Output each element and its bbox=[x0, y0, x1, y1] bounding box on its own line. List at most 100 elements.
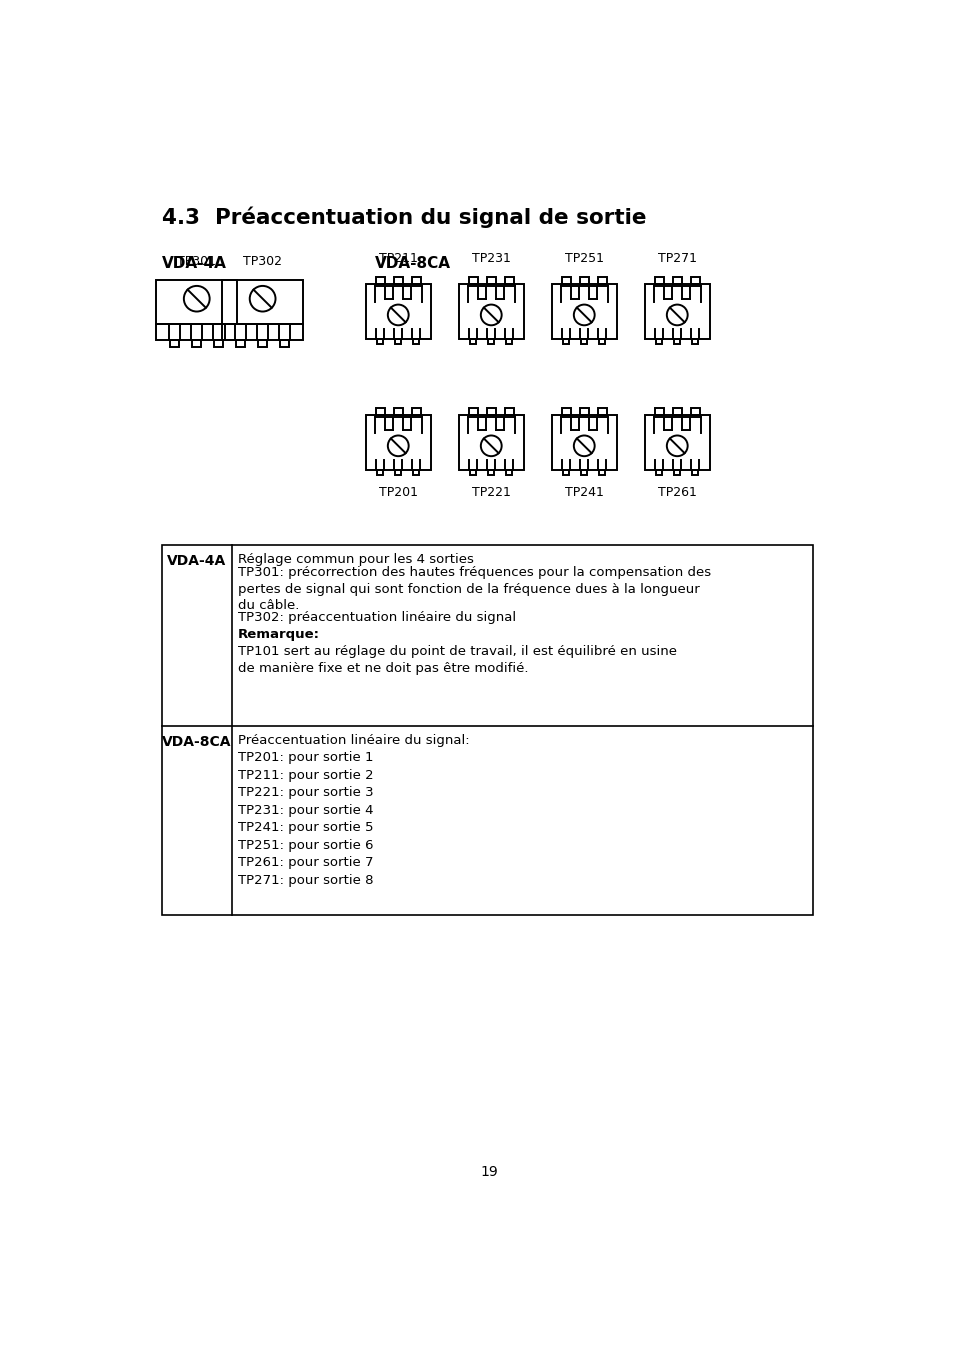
Bar bbox=[579, 277, 588, 284]
Bar bbox=[156, 280, 236, 324]
Text: TP301: précorrection des hautes fréquences pour la compensation des
pertes de si: TP301: précorrection des hautes fréquenc… bbox=[237, 566, 710, 612]
Text: TP201: TP201 bbox=[378, 485, 417, 499]
Text: TP302: préaccentuation linéaire du signal: TP302: préaccentuation linéaire du signa… bbox=[237, 611, 516, 625]
Bar bbox=[562, 460, 570, 472]
Bar bbox=[579, 408, 588, 415]
Bar bbox=[487, 460, 495, 472]
Bar bbox=[162, 545, 812, 914]
Bar bbox=[644, 284, 709, 339]
Bar bbox=[376, 329, 384, 341]
Bar bbox=[395, 470, 401, 475]
Bar bbox=[691, 329, 699, 341]
Bar bbox=[375, 277, 384, 284]
Bar bbox=[279, 324, 290, 342]
Bar bbox=[692, 339, 698, 343]
Bar bbox=[193, 339, 201, 347]
Bar bbox=[655, 460, 662, 472]
Bar bbox=[469, 460, 476, 472]
Bar bbox=[458, 415, 523, 470]
Text: TP231: TP231 bbox=[472, 253, 510, 265]
Bar bbox=[504, 277, 513, 284]
Bar bbox=[235, 339, 245, 347]
Bar bbox=[674, 339, 679, 343]
Bar bbox=[394, 460, 402, 472]
Bar bbox=[673, 329, 680, 341]
Bar bbox=[377, 339, 383, 343]
Bar bbox=[690, 408, 699, 415]
Bar bbox=[394, 329, 402, 341]
Text: TP101 sert au réglage du point de travail, il est équilibré en usine
de manière : TP101 sert au réglage du point de travai… bbox=[237, 645, 676, 675]
Bar bbox=[505, 329, 513, 341]
Bar bbox=[551, 415, 617, 470]
Text: TP241: TP241 bbox=[564, 485, 603, 499]
Bar bbox=[505, 460, 513, 472]
Bar bbox=[377, 470, 383, 475]
Bar bbox=[413, 470, 418, 475]
Bar bbox=[690, 277, 699, 284]
Bar bbox=[597, 277, 606, 284]
Bar bbox=[280, 339, 289, 347]
Bar bbox=[580, 339, 586, 343]
Bar bbox=[486, 277, 496, 284]
Bar bbox=[562, 329, 570, 341]
Bar bbox=[488, 470, 494, 475]
Bar bbox=[672, 408, 681, 415]
Bar bbox=[674, 470, 679, 475]
Bar bbox=[258, 339, 267, 347]
Text: Préaccentuation linéaire du signal:
TP201: pour sortie 1
TP211: pour sortie 2
TP: Préaccentuation linéaire du signal: TP20… bbox=[237, 734, 469, 887]
Text: Réglage commun pour les 4 sorties: Réglage commun pour les 4 sorties bbox=[237, 553, 474, 565]
Text: TP251: TP251 bbox=[564, 253, 603, 265]
Text: TP261: TP261 bbox=[658, 485, 696, 499]
Bar bbox=[470, 339, 476, 343]
Bar bbox=[222, 324, 303, 339]
Bar bbox=[506, 339, 512, 343]
Bar bbox=[561, 408, 570, 415]
Text: Remarque:: Remarque: bbox=[237, 629, 319, 641]
Bar bbox=[691, 460, 699, 472]
Bar bbox=[376, 460, 384, 472]
Bar bbox=[644, 415, 709, 470]
Bar bbox=[551, 284, 617, 339]
Bar bbox=[191, 324, 202, 342]
Bar bbox=[598, 470, 604, 475]
Bar bbox=[468, 277, 477, 284]
Bar bbox=[156, 324, 236, 339]
Text: VDA-8CA: VDA-8CA bbox=[375, 256, 451, 272]
Bar bbox=[214, 339, 223, 347]
Text: VDA-8CA: VDA-8CA bbox=[162, 735, 232, 749]
Bar bbox=[213, 324, 224, 342]
Bar bbox=[506, 470, 512, 475]
Bar bbox=[256, 324, 268, 342]
Bar bbox=[504, 408, 513, 415]
Bar bbox=[692, 470, 698, 475]
Bar bbox=[656, 339, 661, 343]
Bar bbox=[395, 339, 401, 343]
Bar bbox=[170, 339, 179, 347]
Bar bbox=[468, 408, 477, 415]
Bar bbox=[579, 460, 588, 472]
Bar bbox=[222, 280, 303, 324]
Bar bbox=[365, 415, 431, 470]
Bar bbox=[394, 408, 402, 415]
Text: VDA-4A: VDA-4A bbox=[162, 256, 227, 272]
Bar bbox=[597, 408, 606, 415]
Text: VDA-4A: VDA-4A bbox=[167, 554, 226, 568]
Bar bbox=[580, 470, 586, 475]
Bar bbox=[470, 470, 476, 475]
Bar bbox=[234, 324, 246, 342]
Bar bbox=[412, 329, 419, 341]
Text: TP221: TP221 bbox=[472, 485, 510, 499]
Bar bbox=[487, 329, 495, 341]
Bar bbox=[365, 284, 431, 339]
Text: TP301: TP301 bbox=[177, 254, 216, 268]
Bar bbox=[563, 339, 569, 343]
Bar bbox=[488, 339, 494, 343]
Bar bbox=[654, 408, 663, 415]
Bar bbox=[411, 277, 420, 284]
Bar bbox=[563, 470, 569, 475]
Bar bbox=[411, 408, 420, 415]
Bar bbox=[579, 329, 588, 341]
Bar bbox=[654, 277, 663, 284]
Text: TP302: TP302 bbox=[243, 254, 282, 268]
Bar bbox=[413, 339, 418, 343]
